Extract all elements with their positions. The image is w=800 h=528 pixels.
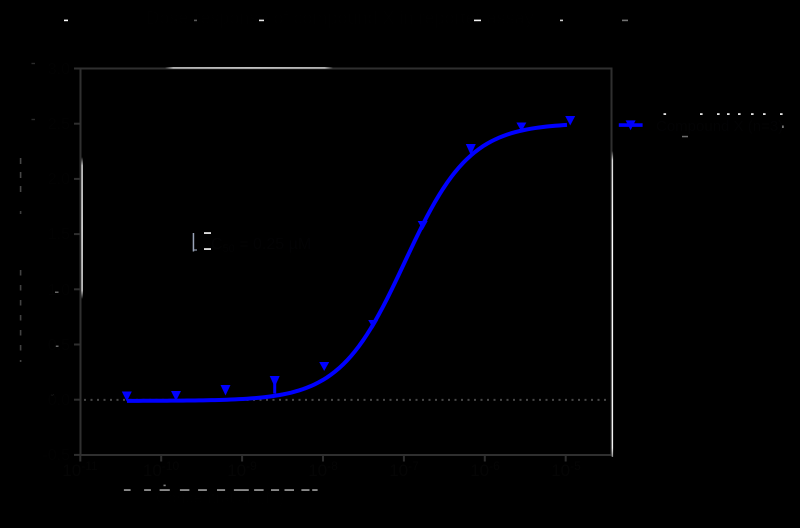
- svg-text:0.5: 0.5: [48, 337, 70, 354]
- svg-text:Compound X (n=3): Compound X (n=3): [656, 118, 783, 135]
- svg-text:2.0: 2.0: [48, 171, 70, 188]
- svg-text:0.0: 0.0: [48, 392, 70, 409]
- svg-text:1.0: 1.0: [48, 282, 70, 299]
- svg-text:Concentration (M): Concentration (M): [156, 490, 284, 507]
- svg-text:1.5: 1.5: [48, 226, 70, 243]
- svg-text:-0.5: -0.5: [42, 447, 70, 464]
- svg-text:Dose-response of compound X in: Dose-response of compound X in reporter …: [146, 8, 533, 28]
- svg-text:C50 = 0.25 µM: C50 = 0.25 µM: [211, 236, 311, 255]
- svg-text:2.5: 2.5: [48, 116, 70, 133]
- svg-text:3.0: 3.0: [48, 61, 70, 78]
